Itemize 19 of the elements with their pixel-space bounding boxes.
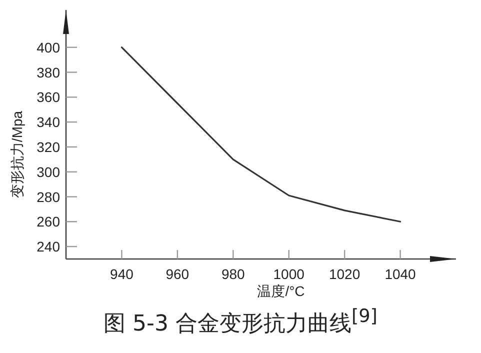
x-tick-label: 1020 [328, 266, 360, 282]
line-series [120, 46, 402, 222]
x-axis-title: 温度/°C [257, 283, 305, 299]
y-tick-label: 260 [36, 214, 60, 230]
x-tick-label: 1000 [273, 266, 305, 282]
y-tick-label: 400 [36, 39, 60, 56]
y-tick-label: 340 [36, 114, 60, 130]
x-tick-label: 1040 [384, 266, 416, 282]
x-tick-label: 940 [110, 266, 134, 282]
y-axis-title: 变形抗力/Mpa [9, 110, 25, 198]
y-tick-label: 280 [36, 188, 60, 205]
x-tick-label: 980 [221, 266, 246, 282]
text: 图 5-3 合金变形抗力曲线$^{[9]}$ [102, 306, 378, 338]
y-tick-label: 380 [36, 64, 60, 80]
y-tick-label: 320 [36, 138, 60, 155]
x-tick-label: 960 [166, 266, 190, 282]
y-tick-label: 240 [36, 238, 60, 255]
y-tick-label: 360 [36, 89, 60, 106]
y-tick-label: 300 [36, 164, 60, 180]
